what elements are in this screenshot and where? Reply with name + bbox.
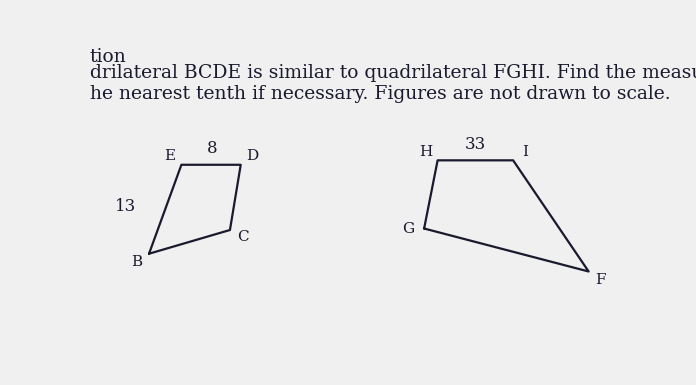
Text: drilateral BCDE is similar to quadrilateral FGHI. Find the measure: drilateral BCDE is similar to quadrilate… — [90, 64, 696, 82]
Text: tion: tion — [90, 48, 127, 66]
Text: C: C — [237, 229, 249, 244]
Text: H: H — [419, 145, 432, 159]
Text: D: D — [246, 149, 259, 164]
Text: G: G — [402, 221, 414, 236]
Text: 33: 33 — [465, 136, 486, 153]
Text: 8: 8 — [207, 141, 217, 157]
Text: I: I — [522, 145, 528, 159]
Text: B: B — [132, 255, 143, 269]
Text: E: E — [164, 149, 175, 164]
Text: F: F — [595, 273, 606, 287]
Text: he nearest tenth if necessary. Figures are not drawn to scale.: he nearest tenth if necessary. Figures a… — [90, 85, 670, 103]
Text: 13: 13 — [116, 198, 136, 215]
